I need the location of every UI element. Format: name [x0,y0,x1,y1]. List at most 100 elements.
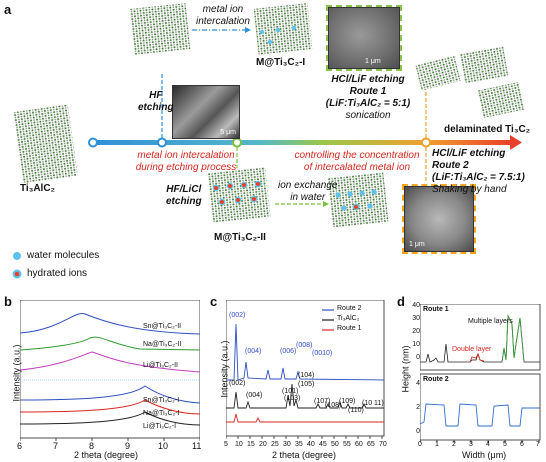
panel-c-plot [226,300,385,439]
c-peak-black: (004) [246,392,263,399]
c-xtick: 60 [355,441,363,448]
c-xtick: 10 [235,441,243,448]
c-peak-black: (109) [339,398,356,405]
panel-c-xticks: 5 10 15 20 25 30 35 40 45 50 55 60 65 70 [224,441,388,451]
sem-scale-label-route2: 1 μm [409,241,425,248]
c-xtick: 20 [259,441,267,448]
controlling-line2: of intercalated metal ion [303,162,411,173]
d-ytick: 2 [416,404,420,411]
m-ti3c2-i-label: M@Ti₃C₂-I [256,57,306,68]
c-peak-blue: (002) [229,312,246,319]
route1-line3: (LiF:Ti₃AlC₂ = 5:1) [325,98,411,109]
route2-line3: (LiF:Ti₃AlC₂ = 7.5:1) [432,172,525,183]
b-xtick: 7 [53,441,59,451]
c-peak-black: (101) [282,388,299,395]
route1-sem-frame: 1 μm [326,5,402,71]
metal-during-line1: metal ion intercalation [137,150,235,161]
d-yticks-top: 40 30 20 10 0 [408,302,420,372]
sem-image-hf: 5 μm [172,85,240,139]
b-label: Na@Ti₃C₂-I [143,410,180,417]
panel-c-letter: c [210,294,218,309]
c-xtick: 35 [295,441,303,448]
legend-water: water molecules [27,250,100,261]
d-route2: Route 2 [423,376,449,383]
c-peak-black: (104) [298,372,315,379]
c-xtick: 50 [331,441,339,448]
panel-a-letter: a [4,2,12,17]
panel-b-xticks: 6 7 8 9 10 11 [17,441,202,451]
b-label: Na@Ti₃C₂-II [143,341,182,348]
c-peak-black: (110) [348,407,364,414]
c-xtick: 5 [224,441,228,448]
panel-d-xlabel: Width (μm) [462,450,507,460]
main-arrow [92,140,510,145]
controlling-label: controlling the concentration of interca… [290,150,424,174]
c-peak-black: (105) [298,381,315,388]
d-ytick: 0 [416,354,420,361]
c-xtick: 40 [307,441,315,448]
b-label: Sn@Ti₃C₂-II [143,323,182,330]
ion-exchange-line1: ion exchange [278,180,338,191]
ion-exchange-line2: in water [290,192,326,203]
metal-intercalation-line2: intercalation [196,16,250,27]
hf-etching-label: HF etching [138,90,174,114]
panel-c-xlabel: 2 theta (degree) [272,450,337,460]
c-legend-ti3alc2: Ti₃AlC₂ [337,315,360,322]
route2-sem-frame: 1 μm [402,184,476,254]
route2-label: HCl/LiF etching Route 2 (LiF:Ti₃AlC₂ = 7… [432,148,525,196]
sem-image-route1: 1 μm [328,7,400,69]
d-xtick: 2 [452,441,456,448]
d-xtick: 3 [469,441,473,448]
c-peak-blue: (004) [245,348,262,355]
d-ytick: 0 [416,428,420,435]
route2-line2: Route 2 [432,160,469,171]
c-peak-black: (002) [229,380,246,387]
hf-etching-line1: HF [149,90,163,101]
c-xtick: 55 [343,441,351,448]
c-peak-black: (108) [325,402,342,409]
c-peak-black: (10 11) [362,400,384,407]
c-legend-route1: Route 1 [337,325,362,332]
route2-line4: Shaking by hand [432,184,507,195]
d-ytick: 30 [412,315,420,322]
panel-d-letter: d [397,294,405,309]
sem-scale-label-route1: 1 μm [365,58,381,65]
b-xtick: 9 [125,441,131,451]
d-multiple-layers: Multiple layers [468,318,513,325]
d-xtick: 7 [536,441,540,448]
d-xtick: 1 [435,441,439,448]
panel-d-plot [420,304,541,443]
d-xtick: 4 [486,441,490,448]
c-xtick: 30 [283,441,291,448]
panel-b-letter: b [4,294,12,309]
b-xtick: 8 [89,441,95,451]
metal-during-label: metal ion intercalation during etching p… [116,150,256,174]
d-route1: Route 1 [423,306,449,313]
b-xtick: 11 [192,441,202,451]
route1-line4: sonication [345,110,391,121]
d-double-layer: Double layer [452,346,492,353]
c-xtick: 45 [319,441,327,448]
c-peak-blue: (008) [296,342,313,349]
d-xtick: 0 [418,441,422,448]
d-xtick: 6 [520,441,524,448]
route1-line1: HCl/LiF etching [331,74,405,85]
panel-b-plot [20,300,200,441]
route1-label: HCl/LiF etching Route 1 (LiF:Ti₃AlC₂ = 5… [316,74,420,122]
c-xtick: 25 [271,441,279,448]
b-label: Sn@Ti₃C₂-I [143,397,180,404]
d-xtick: 5 [503,441,507,448]
d-ytick: 40 [412,302,420,309]
metal-intercalation-label: metal ion intercalation [196,4,250,28]
controlling-line1: controlling the concentration [294,150,420,161]
delaminated-label: delaminated Ti₃C₂ [444,124,531,135]
sem-scale-label: 5 μm [220,129,236,136]
hf-licl-line1: HF/LiCl [166,184,202,195]
c-xtick: 15 [247,441,255,448]
d-ytick: 4 [416,380,420,387]
b-xtick: 10 [158,441,169,451]
hf-licl-label: HF/LiCl etching [166,184,202,208]
c-legend-route2: Route 2 [337,305,362,312]
metal-intercalation-line1: metal ion [202,4,244,15]
d-yticks-bot: 4 2 0 [408,380,420,442]
